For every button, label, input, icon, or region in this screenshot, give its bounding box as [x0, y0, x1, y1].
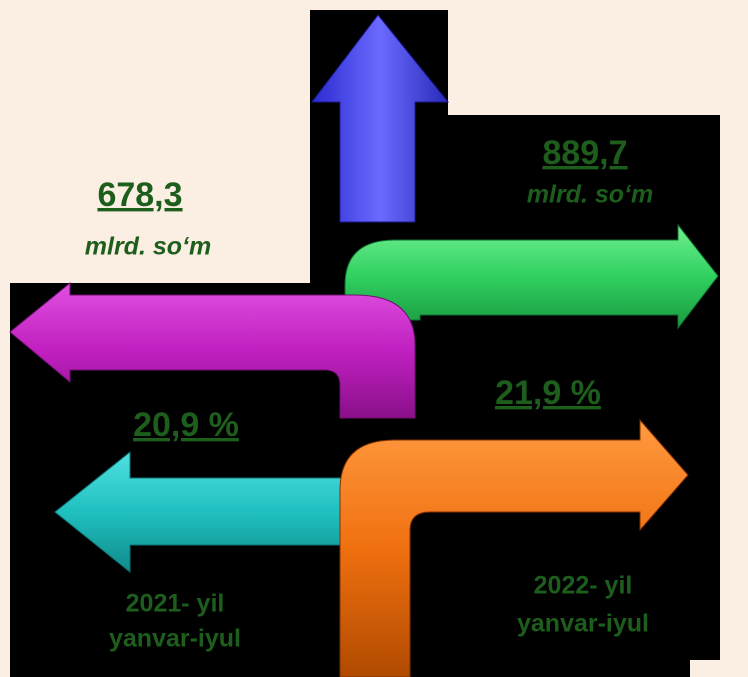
unit: mlrd. so‘m [527, 181, 653, 209]
percent: 21,9 % [495, 374, 601, 412]
year: 2022- yil [534, 572, 633, 600]
infographic: 678,3 mlrd. so‘m 889,7 mlrd. so‘m 20,9 %… [0, 0, 748, 677]
period: yanvar-iyul [517, 610, 649, 638]
period: yanvar-iyul [109, 625, 241, 653]
value: 889,7 [542, 134, 627, 172]
unit: mlrd. so‘m [85, 233, 211, 261]
year: 2021- yil [126, 590, 225, 618]
page: 678,3 mlrd. so‘m 889,7 mlrd. so‘m 20,9 %… [0, 0, 748, 677]
value: 678,3 [97, 176, 182, 214]
percent: 20,9 % [133, 406, 239, 444]
